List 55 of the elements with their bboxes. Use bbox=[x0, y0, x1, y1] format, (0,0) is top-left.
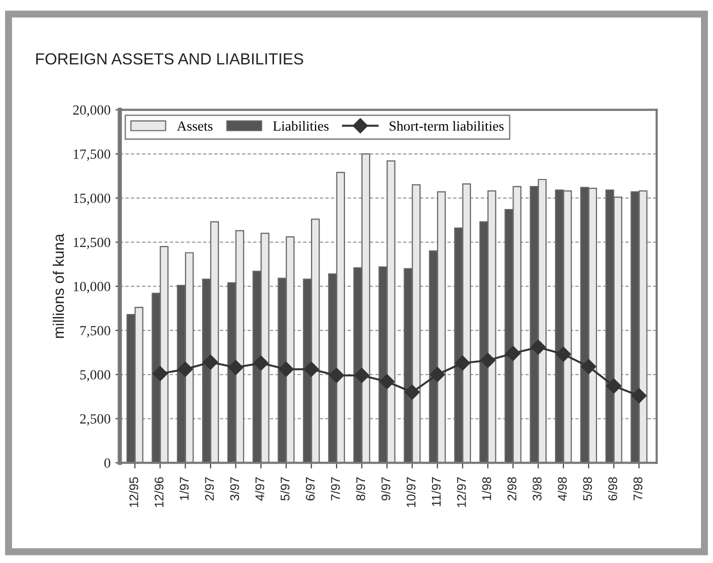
y-tick-label: 20,000 bbox=[73, 105, 110, 117]
x-tick-label: 7/97 bbox=[330, 477, 340, 500]
point bbox=[253, 355, 269, 371]
point bbox=[202, 354, 218, 370]
point bbox=[152, 366, 168, 382]
point bbox=[556, 346, 571, 362]
x-tick-label: 7/98 bbox=[633, 477, 642, 500]
x-tick-label: 6/98 bbox=[608, 477, 618, 500]
point bbox=[430, 366, 445, 382]
point bbox=[606, 378, 622, 394]
x-tick-label: 3/98 bbox=[532, 477, 542, 501]
point bbox=[480, 352, 496, 368]
x-tick-label: 4/97 bbox=[255, 477, 264, 501]
point bbox=[581, 359, 596, 374]
x-tick-label: 3/97 bbox=[230, 477, 240, 501]
point bbox=[379, 374, 395, 390]
x-tick-label: 2/97 bbox=[204, 477, 214, 500]
x-tick-label: 10/97 bbox=[406, 477, 416, 507]
x-tick-label: 9/97 bbox=[381, 477, 390, 500]
point bbox=[278, 362, 294, 377]
point bbox=[328, 368, 344, 383]
y-tick-label: 15,000 bbox=[74, 194, 110, 205]
point bbox=[631, 388, 647, 404]
point bbox=[354, 368, 370, 383]
x-tick-label: 6/97 bbox=[306, 477, 315, 500]
x-tick-label: 4/98 bbox=[558, 477, 567, 501]
legend-label: Short-term liabilities bbox=[390, 120, 504, 131]
y-tick-label: 10,000 bbox=[74, 282, 110, 294]
point bbox=[455, 355, 470, 371]
x-tick-label: 2/98 bbox=[507, 477, 516, 500]
point bbox=[304, 362, 319, 377]
x-tick-label: 12/95 bbox=[129, 477, 138, 507]
y-tick-label: 7,500 bbox=[80, 326, 110, 338]
x-tick-label: 12/97 bbox=[456, 477, 466, 507]
point bbox=[178, 362, 193, 377]
y-tick-label: 5,000 bbox=[80, 370, 110, 382]
chart-title: FOREIGN ASSETS AND LIABILITIES bbox=[36, 53, 304, 65]
y-tick-label: 12,500 bbox=[74, 238, 110, 250]
x-tick-label: 1/98 bbox=[482, 477, 492, 500]
x-tick-label: 11/97 bbox=[432, 477, 441, 506]
y-tick-label: 0 bbox=[104, 458, 110, 468]
y-tick-label: 17,500 bbox=[74, 149, 110, 161]
y-axis-title: millions of kuna bbox=[52, 234, 64, 338]
x-tick-label: 5/97 bbox=[280, 477, 290, 500]
x-tick-label: 12/96 bbox=[154, 477, 164, 507]
point bbox=[404, 384, 420, 400]
x-tick-label: 8/97 bbox=[356, 477, 366, 500]
x-tick-label: 5/98 bbox=[582, 477, 592, 500]
point bbox=[530, 340, 546, 355]
point bbox=[505, 346, 521, 361]
y-tick-label: 2,500 bbox=[80, 414, 110, 426]
legend-label: Assets bbox=[176, 121, 212, 131]
x-tick-label: 1/97 bbox=[179, 477, 189, 500]
point bbox=[228, 360, 244, 376]
legend-label: Liabilities bbox=[273, 120, 329, 131]
